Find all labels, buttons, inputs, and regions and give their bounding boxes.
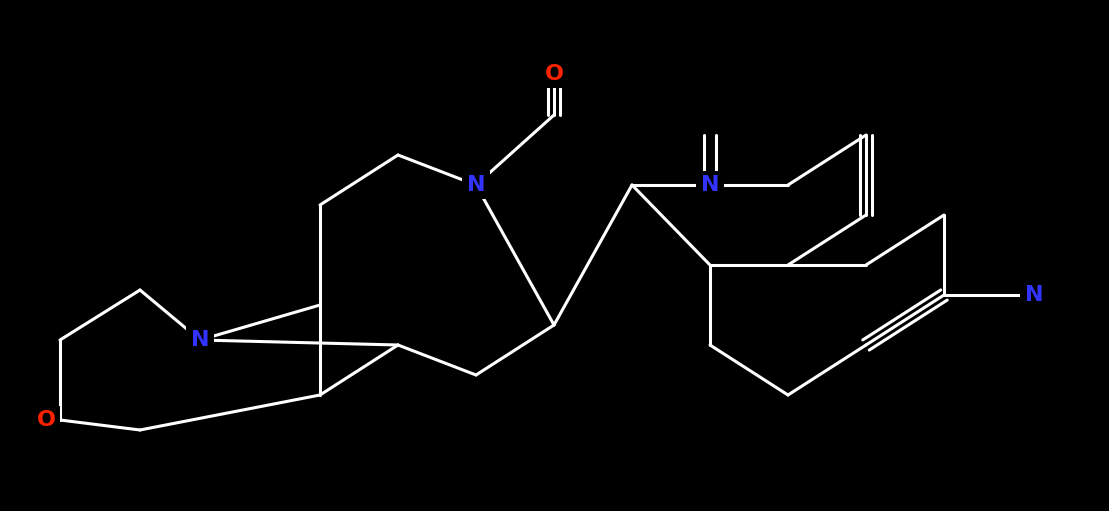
Text: N: N — [191, 330, 210, 350]
Text: O: O — [545, 64, 563, 84]
Text: O: O — [37, 410, 55, 430]
Text: N: N — [701, 175, 720, 195]
Text: N: N — [1025, 285, 1044, 305]
Text: N: N — [467, 175, 486, 195]
